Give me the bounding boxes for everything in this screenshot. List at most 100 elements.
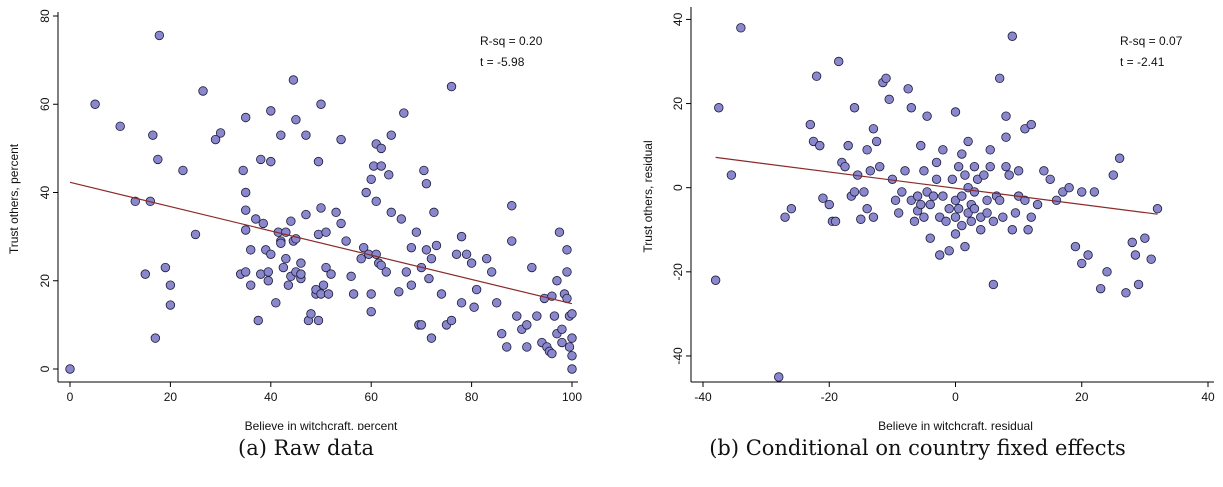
data-point (811, 71, 822, 81)
data-point (215, 128, 226, 138)
data-point (849, 187, 860, 197)
data-point (1114, 153, 1125, 163)
data-point (296, 269, 306, 279)
panel-b: -40 -20 0 20 40 -40 -20 0 20 40 Believe in witchcr… (612, 0, 1223, 487)
data-point (386, 207, 396, 218)
data-point (815, 140, 825, 151)
data-point (65, 364, 75, 374)
data-point (421, 245, 432, 255)
data-point (451, 249, 462, 259)
data-point (421, 178, 432, 189)
data-point (549, 311, 560, 321)
data-point (966, 216, 976, 227)
data-point (1083, 250, 1093, 260)
data-point (552, 276, 562, 286)
data-point (346, 271, 356, 282)
x-axis-title: Believe in witchcraft, percent (245, 419, 398, 430)
data-point (998, 212, 1008, 222)
data-point (148, 130, 158, 140)
data-point (210, 134, 221, 145)
data-point (957, 191, 967, 201)
data-point (893, 208, 904, 218)
data-point (567, 364, 577, 374)
data-point (868, 212, 879, 222)
data-point (969, 204, 980, 214)
data-point (399, 108, 409, 118)
data-point (276, 130, 286, 140)
data-point (263, 267, 273, 277)
data-point (1121, 288, 1131, 298)
data-point (446, 81, 457, 92)
data-point (925, 199, 935, 210)
data-point (1007, 225, 1018, 235)
data-point (401, 267, 412, 277)
data-point (507, 201, 517, 211)
data-point (960, 241, 970, 252)
data-point (1001, 111, 1011, 121)
data-point (240, 225, 251, 235)
data-point (824, 199, 834, 210)
data-point (522, 320, 532, 330)
data-point (271, 298, 281, 308)
data-point (554, 227, 565, 237)
data-point (251, 214, 261, 224)
x-axis-title: Believe in witchcraft, residual (878, 419, 1033, 430)
data-point (950, 229, 961, 239)
data-point (246, 280, 256, 290)
data-point (492, 298, 502, 308)
data-point (982, 208, 992, 218)
data-point (557, 337, 567, 348)
data-point (912, 191, 923, 201)
data-point (1095, 283, 1106, 294)
y-tick-label: 0 (671, 184, 685, 191)
data-point (384, 170, 394, 180)
data-point (957, 220, 967, 231)
data-point (1032, 199, 1043, 210)
data-point (909, 216, 920, 227)
data-point (358, 242, 369, 253)
x-tick-label: 60 (365, 390, 379, 404)
data-point (1026, 212, 1036, 222)
data-point (957, 149, 967, 159)
data-point (411, 227, 422, 237)
data-point (507, 236, 517, 246)
data-point (424, 273, 434, 284)
data-point (830, 216, 841, 227)
data-point (140, 269, 151, 279)
data-point (1064, 182, 1074, 193)
data-point (331, 207, 341, 218)
data-point (178, 165, 188, 176)
data-point (897, 187, 907, 197)
data-point (1133, 279, 1144, 290)
x-tick-label: 0 (952, 390, 959, 404)
data-point (547, 348, 557, 359)
data-point (1127, 237, 1137, 248)
data-point (562, 267, 572, 277)
data-point (931, 174, 942, 184)
data-point (903, 84, 913, 94)
data-point (862, 204, 872, 214)
y-tick-label: 80 (38, 9, 52, 23)
x-tick-label: 0 (67, 390, 74, 404)
data-point (567, 309, 577, 319)
x-tick-label: -20 (821, 390, 839, 404)
data-point (486, 267, 497, 277)
data-point (481, 253, 492, 264)
data-point (950, 107, 961, 117)
data-point (266, 249, 276, 259)
y-tick-label: 20 (38, 274, 52, 288)
fit-line (715, 156, 1158, 215)
data-point (1146, 254, 1156, 264)
data-point (982, 195, 992, 206)
data-point (994, 73, 1005, 84)
data-point (941, 216, 951, 227)
data-point (160, 262, 171, 273)
data-point (366, 174, 376, 184)
x-tick-label: 80 (465, 390, 479, 404)
x-tick-label: 40 (264, 390, 278, 404)
data-point (916, 140, 926, 151)
data-point (240, 267, 251, 277)
data-point (466, 258, 477, 268)
y-tick-label: 40 (38, 186, 52, 200)
data-point (90, 99, 100, 109)
